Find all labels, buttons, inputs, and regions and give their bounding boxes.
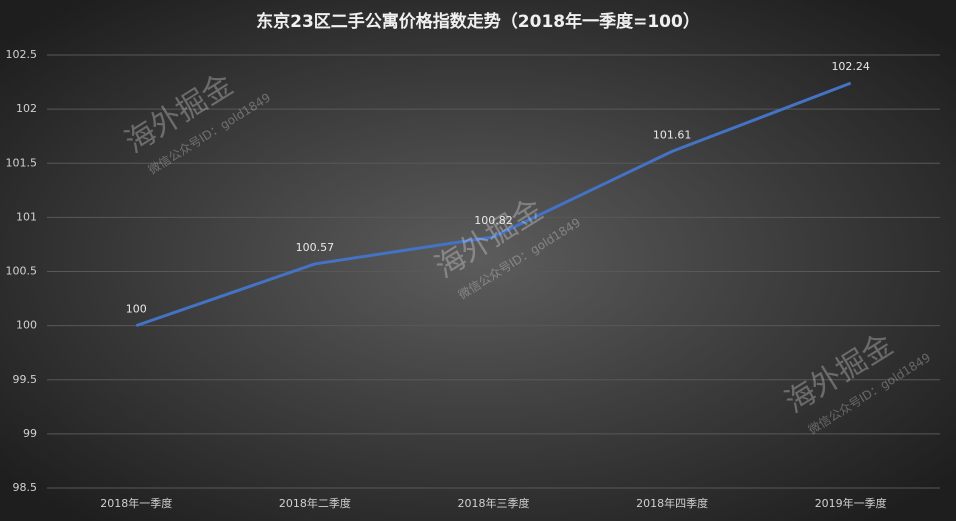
y-tick-label: 100.5 [6,265,38,278]
data-label: 100 [126,303,147,316]
y-tick-label: 102.5 [6,48,38,61]
data-line [135,81,852,328]
y-tick-label: 98.5 [13,481,38,494]
data-label: 102.24 [831,60,870,73]
data-label: 101.61 [653,128,692,141]
y-tick-label: 99.5 [13,373,38,386]
x-tick-label: 2018年三季度 [458,496,530,510]
x-tick-label: 2018年二季度 [279,496,351,510]
x-tick-label: 2018年一季度 [100,496,172,510]
data-label: 100.57 [296,241,335,254]
data-label: 100.82 [474,214,513,227]
x-tick-label: 2018年四季度 [636,496,708,510]
chart-title: 东京23区二手公寓价格指数走势（2018年一季度=100） [256,11,700,32]
y-tick-label: 100 [16,319,37,332]
y-tick-label: 101.5 [6,156,38,169]
y-tick-label: 101 [16,210,37,223]
y-tick-label: 102 [16,102,37,115]
x-tick-label: 2019年一季度 [815,496,887,510]
y-tick-label: 99 [23,427,37,440]
